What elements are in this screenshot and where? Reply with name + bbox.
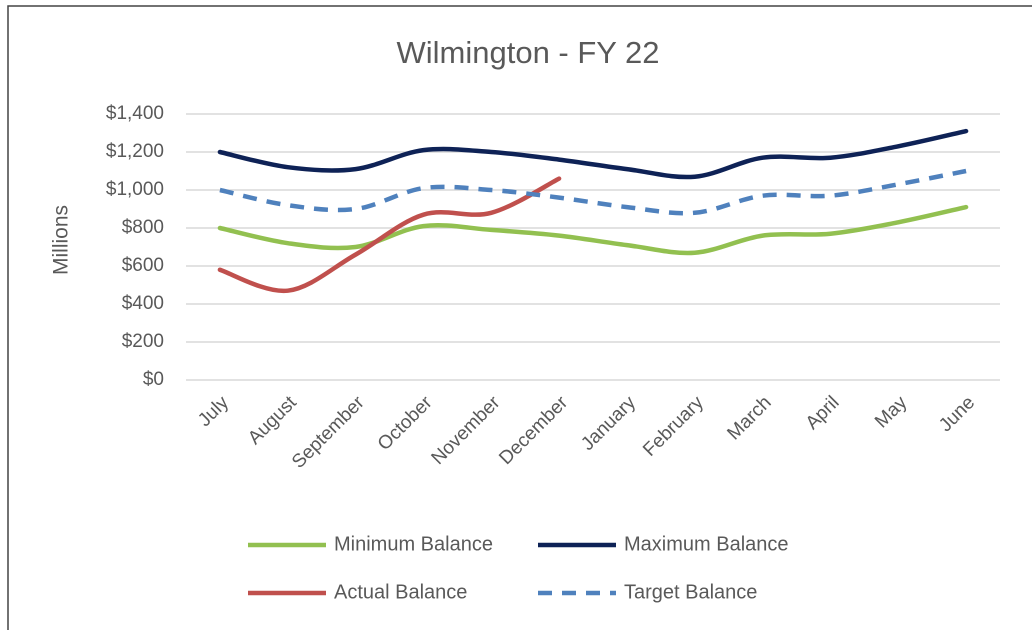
y-tick-label: $600 bbox=[122, 255, 164, 276]
legend-label: Minimum Balance bbox=[334, 533, 493, 555]
y-tick-label: $200 bbox=[122, 331, 164, 352]
y-tick-label: $1,400 bbox=[106, 103, 164, 124]
y-tick-label: $800 bbox=[122, 217, 164, 238]
series-line bbox=[217, 176, 562, 294]
frame bbox=[7, 5, 1032, 630]
y-tick-label: $1,200 bbox=[106, 141, 164, 162]
y-tick-label: $400 bbox=[122, 293, 164, 314]
y-tick-label: $0 bbox=[143, 369, 164, 390]
legend-label: Maximum Balance bbox=[624, 533, 789, 555]
series-line bbox=[217, 128, 969, 180]
y-axis-label: Millions bbox=[50, 205, 73, 275]
chart-title: Wilmington - FY 22 bbox=[396, 35, 659, 70]
series-line bbox=[217, 204, 969, 256]
series-line bbox=[219, 168, 967, 216]
legend-label: Target Balance bbox=[624, 581, 757, 603]
y-tick-label: $1,000 bbox=[106, 179, 164, 200]
legend-label: Actual Balance bbox=[334, 581, 467, 603]
